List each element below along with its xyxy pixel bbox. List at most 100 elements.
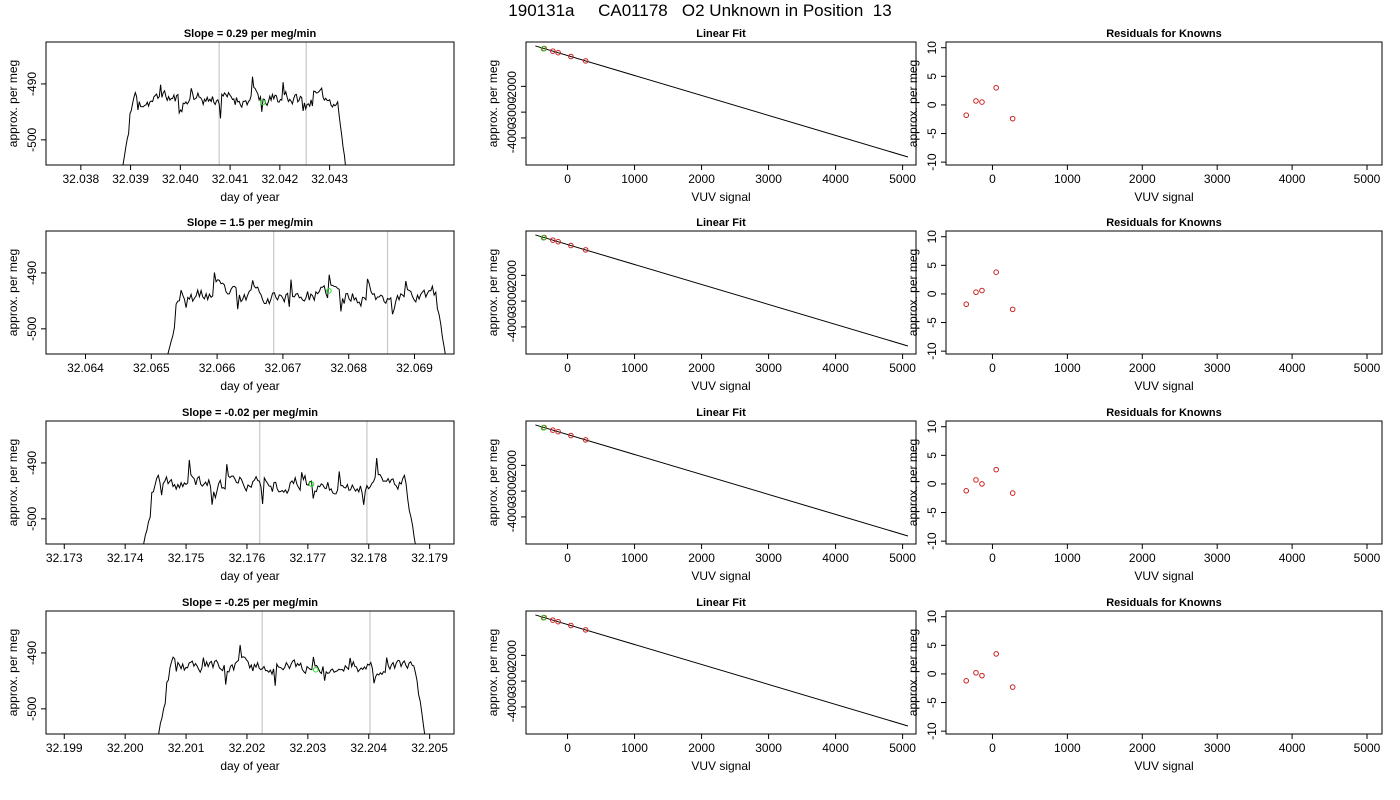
residual-point (993, 651, 999, 657)
plot-frame (945, 420, 1383, 545)
x-tick-label: 32.042 (262, 172, 299, 186)
x-axis-label: day of year (220, 759, 279, 773)
plot-frame (945, 41, 1383, 166)
x-axis-label: VUV signal (691, 379, 750, 393)
x-tick-label: 32.068 (330, 361, 367, 375)
panel-title: Residuals for Knowns (1106, 28, 1222, 40)
x-tick-label: 1000 (1054, 361, 1081, 375)
x-tick-label: 1000 (1054, 741, 1081, 755)
residual-point (963, 677, 970, 684)
residual-point (973, 477, 979, 483)
x-tick-label: 5000 (889, 361, 916, 375)
x-axis-label: VUV signal (691, 759, 750, 773)
panel-1: Slope = 0.29 per meg/min 32.038 32.039 32.0… (6, 28, 455, 204)
x-tick-label: 1000 (621, 551, 648, 565)
plot-frame (945, 610, 1383, 735)
y-tick-label: -3000 (505, 285, 519, 316)
plot-frame (45, 41, 455, 166)
known-point (550, 427, 556, 433)
x-tick-label: 32.175 (168, 551, 205, 565)
panel-title: Linear Fit (696, 407, 746, 419)
known-point (582, 58, 589, 64)
y-tick-label: -2000 (505, 71, 519, 102)
x-tick-label: 2000 (1129, 741, 1156, 755)
panel-7: Slope = -0.02 per meg/min 32.173 32.174 32.… (6, 407, 455, 583)
x-tick-label: 32.040 (162, 172, 199, 186)
y-tick-label: -490 (25, 451, 39, 475)
y-axis-label: approx. per meg (486, 249, 500, 336)
plot-frame (45, 230, 455, 355)
data-trace (158, 644, 426, 734)
residual-point (979, 672, 985, 679)
panel-2: Linear Fit 0 1000 2000 3000 4000 5000 -2000-300… (486, 28, 917, 204)
y-tick-label: 5 (925, 73, 939, 80)
x-tick-label: 1000 (1054, 551, 1081, 565)
plot-frame (525, 420, 917, 545)
x-tick-label: 32.202 (229, 741, 266, 755)
x-tick-label: 32.041 (212, 172, 249, 186)
x-axis-label: day of year (220, 190, 279, 204)
residual-point (1009, 490, 1016, 496)
residual-point (963, 487, 970, 494)
x-tick-label: 0 (564, 551, 571, 565)
residual-point (993, 84, 999, 91)
y-tick-label: 0 (925, 670, 939, 677)
known-point (550, 617, 556, 623)
panel-title: Slope = 1.5 per meg/min (187, 217, 314, 229)
known-point (568, 53, 574, 60)
x-tick-label: 0 (564, 741, 571, 755)
x-tick-label: 5000 (1354, 172, 1381, 186)
plot-area (122, 42, 346, 165)
panel-title: Slope = 0.29 per meg/min (184, 28, 317, 40)
x-tick-label: 32.067 (265, 361, 302, 375)
plot-area (963, 651, 1016, 690)
y-tick-label: 5 (925, 642, 939, 649)
data-trace (122, 76, 346, 165)
panel-3: Residuals for Knowns 0 1000 2000 3000 4000 500… (906, 28, 1383, 204)
page-title: 190131a CA01178 O2 Unknown in Position 1… (508, 1, 892, 20)
x-tick-label: 4000 (822, 172, 849, 186)
x-tick-label: 32.065 (133, 361, 170, 375)
known-point (550, 48, 556, 54)
plot-area (535, 424, 909, 537)
x-axis-label: VUV signal (691, 190, 750, 204)
y-axis-label: approx. per meg (6, 249, 20, 336)
unknown-point (540, 614, 547, 621)
y-tick-label: -10 (925, 722, 939, 740)
known-point (555, 428, 561, 435)
x-tick-label: 32.201 (168, 741, 205, 755)
y-tick-label: -500 (25, 128, 39, 152)
residual-point (1009, 684, 1016, 690)
plot-frame (45, 420, 455, 545)
panel-4: Slope = 1.5 per meg/min 32.064 32.065 32.06… (6, 217, 455, 393)
x-tick-label: 5000 (889, 172, 916, 186)
x-tick-label: 4000 (822, 551, 849, 565)
x-axis-label: VUV signal (1134, 759, 1193, 773)
x-tick-label: 32.203 (289, 741, 326, 755)
x-tick-label: 2000 (688, 172, 715, 186)
y-tick-label: -2000 (505, 450, 519, 481)
fit-line (535, 614, 909, 727)
x-tick-label: 2000 (688, 551, 715, 565)
x-tick-label: 5000 (889, 741, 916, 755)
x-tick-label: 4000 (1279, 172, 1306, 186)
x-tick-label: 0 (989, 172, 996, 186)
panel-6: Residuals for Knowns 0 1000 2000 3000 4000 500… (906, 217, 1383, 393)
residual-point (993, 269, 999, 275)
x-tick-label: 32.038 (62, 172, 99, 186)
fit-line (535, 45, 909, 158)
panel-title: Linear Fit (696, 28, 746, 40)
x-tick-label: 32.064 (67, 361, 104, 375)
known-point (568, 622, 574, 629)
panel-title: Linear Fit (696, 217, 746, 229)
x-tick-label: 32.199 (46, 741, 83, 755)
x-tick-label: 0 (564, 361, 571, 375)
panel-title: Slope = -0.02 per meg/min (182, 407, 318, 419)
x-tick-label: 32.178 (350, 551, 387, 565)
y-tick-label: -3000 (505, 665, 519, 696)
residual-point (979, 287, 985, 294)
x-tick-label: 2000 (688, 741, 715, 755)
x-axis-label: VUV signal (1134, 569, 1193, 583)
panel-8: Linear Fit 0 1000 2000 3000 4000 5000 -2000-300… (486, 407, 917, 583)
x-axis-label: day of year (220, 569, 279, 583)
